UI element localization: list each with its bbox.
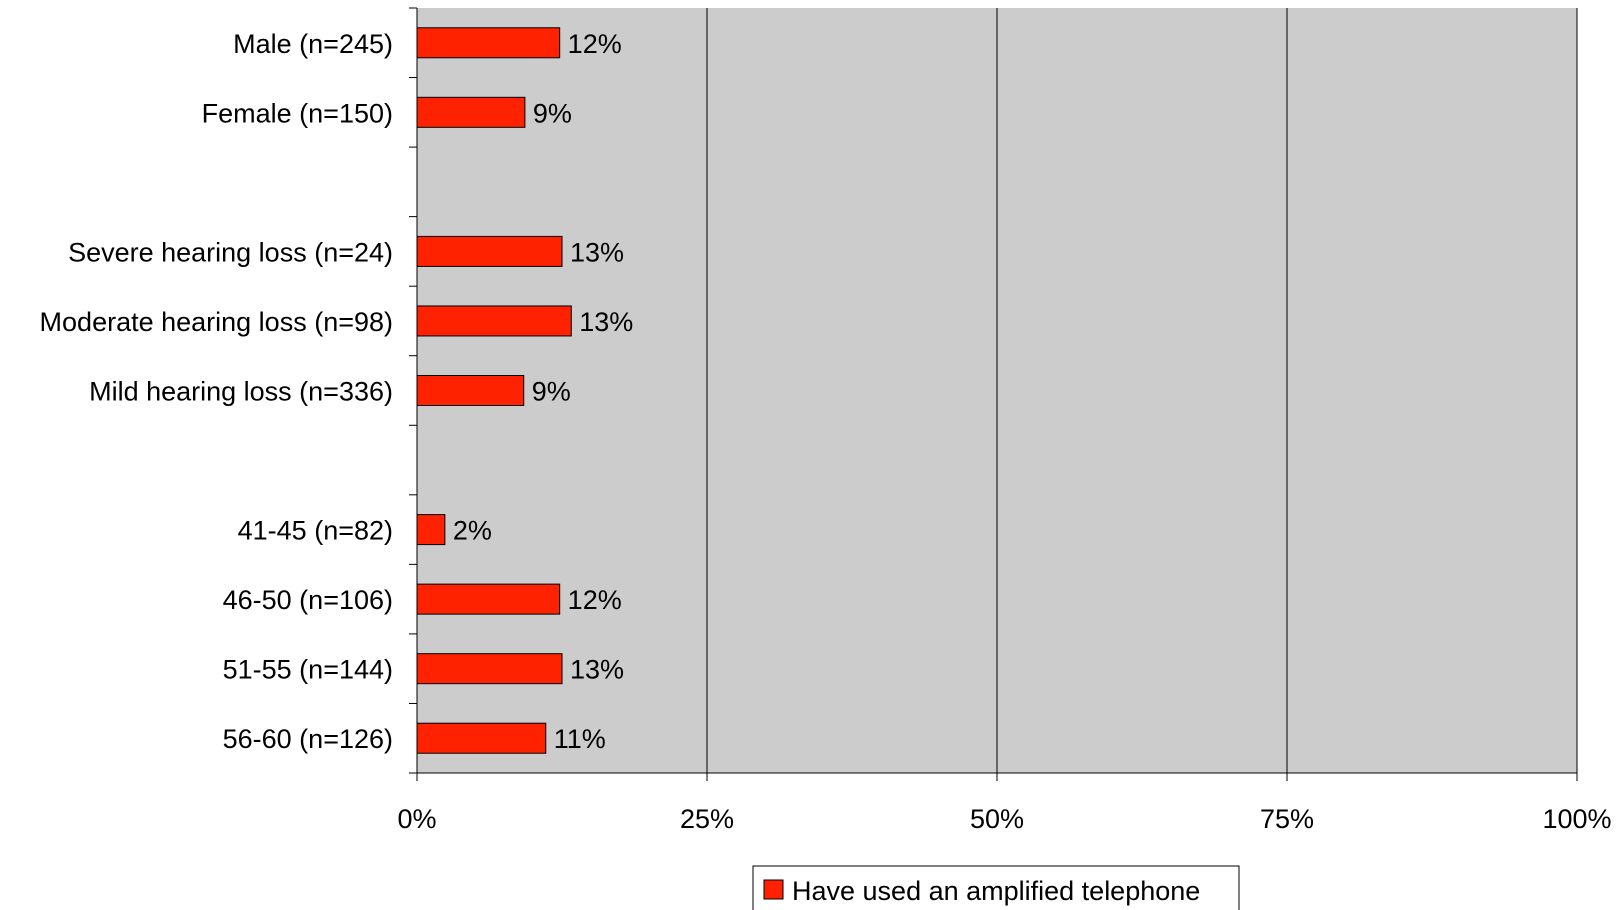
category-label: Mild hearing loss (n=336)	[89, 377, 393, 407]
axes: 0% 25% 50% 75% 100%	[397, 7, 1612, 834]
bar	[416, 235, 563, 267]
category-label: Severe hearing loss (n=24)	[68, 237, 393, 267]
legend-label: Have used an amplified telephone	[792, 876, 1200, 906]
bar	[416, 514, 446, 546]
legend-swatch	[763, 879, 784, 900]
data-label: 12%	[568, 29, 622, 59]
legend: Have used an amplified telephone	[752, 865, 1240, 910]
category-label: Female (n=150)	[202, 98, 393, 128]
category-label: 41-45 (n=82)	[238, 516, 393, 546]
bar	[416, 722, 547, 754]
x-tick-label: 0%	[397, 804, 436, 834]
x-tick-label: 50%	[970, 804, 1024, 834]
data-label: 2%	[453, 516, 492, 546]
bar	[416, 375, 525, 406]
data-label: 11%	[554, 724, 606, 754]
bar	[416, 653, 563, 685]
data-label: 9%	[533, 98, 572, 128]
x-tick-label: 100%	[1542, 804, 1611, 834]
category-label: Moderate hearing loss (n=98)	[40, 307, 393, 337]
category-label: 46-50 (n=106)	[223, 585, 393, 615]
labels: 12% Male (n=245) 9% Female (n=150) 13% Severe…	[40, 29, 634, 754]
category-label: 51-55 (n=144)	[223, 655, 393, 685]
x-tick-label: 25%	[680, 804, 734, 834]
gridlines	[706, 8, 1578, 773]
data-label: 13%	[570, 655, 624, 685]
category-label: Male (n=245)	[233, 29, 393, 59]
x-tick-label: 75%	[1260, 804, 1314, 834]
data-label: 12%	[568, 585, 622, 615]
data-label: 9%	[532, 377, 571, 407]
data-label: 13%	[579, 307, 633, 337]
data-label: 13%	[570, 237, 624, 267]
bar	[416, 583, 561, 615]
bars	[416, 27, 572, 754]
legend-box	[752, 865, 1240, 910]
category-label: 56-60 (n=126)	[223, 724, 393, 754]
bar	[416, 27, 561, 59]
bar	[416, 96, 526, 128]
bar	[416, 305, 572, 337]
